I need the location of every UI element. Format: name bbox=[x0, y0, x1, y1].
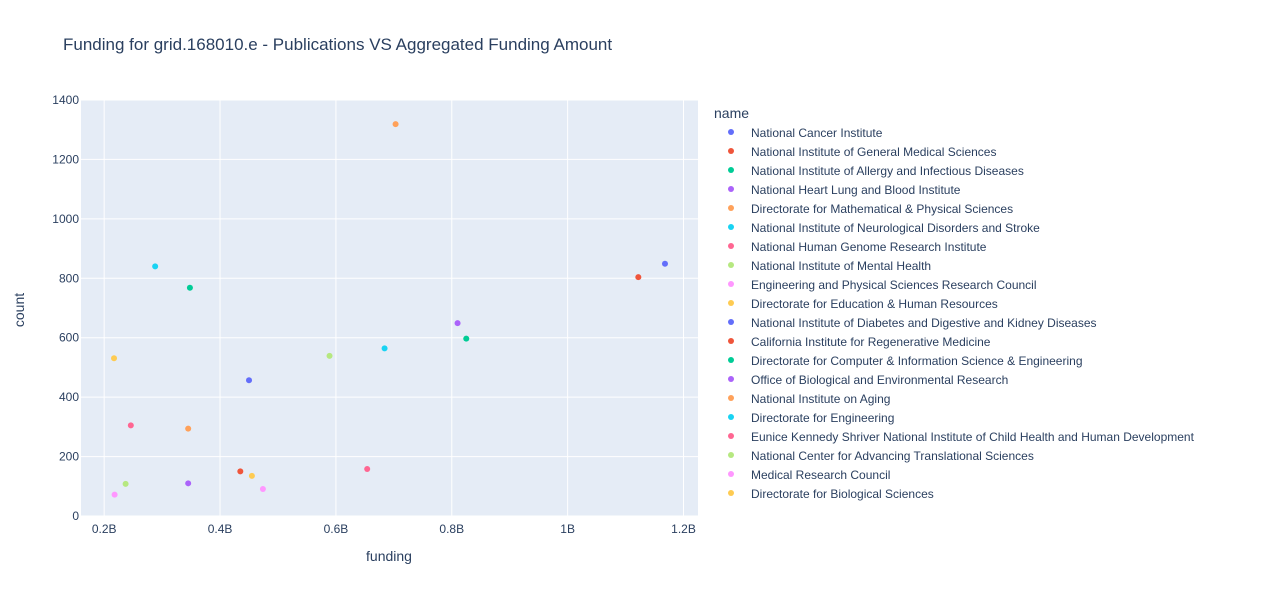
legend-marker[interactable] bbox=[728, 452, 734, 458]
data-point[interactable] bbox=[635, 274, 642, 281]
data-point[interactable] bbox=[152, 263, 159, 270]
data-point[interactable] bbox=[392, 121, 399, 128]
y-tick-label: 600 bbox=[59, 331, 79, 345]
legend-marker[interactable] bbox=[728, 281, 734, 287]
legend-label[interactable]: National Institute of Neurological Disor… bbox=[751, 221, 1040, 235]
legend-label[interactable]: National Institute of General Medical Sc… bbox=[751, 145, 996, 159]
x-tick-label: 0.2B bbox=[92, 522, 117, 536]
x-tick-label: 0.6B bbox=[324, 522, 349, 536]
data-point[interactable] bbox=[661, 260, 668, 267]
y-tick-label: 1000 bbox=[52, 212, 79, 226]
legend-label[interactable]: Office of Biological and Environmental R… bbox=[751, 373, 1008, 387]
y-tick-label: 1200 bbox=[52, 152, 79, 166]
data-point[interactable] bbox=[246, 377, 253, 384]
legend-items: National Cancer Institute National Instit… bbox=[728, 126, 1195, 501]
legend-marker[interactable] bbox=[728, 224, 734, 230]
plot-area bbox=[81, 100, 698, 516]
y-tick-label: 0 bbox=[72, 509, 79, 523]
legend-label[interactable]: National Institute of Allergy and Infect… bbox=[751, 164, 1024, 178]
legend-marker[interactable] bbox=[728, 262, 734, 268]
legend-label[interactable]: Directorate for Biological Sciences bbox=[751, 487, 934, 501]
legend-marker[interactable] bbox=[728, 186, 734, 192]
legend-marker[interactable] bbox=[728, 300, 734, 306]
legend-label[interactable]: Directorate for Mathematical & Physical … bbox=[751, 202, 1013, 216]
x-axis-label: funding bbox=[366, 548, 412, 564]
legend-marker[interactable] bbox=[728, 319, 734, 325]
x-tick-label: 0.4B bbox=[208, 522, 233, 536]
legend-marker[interactable] bbox=[728, 243, 734, 249]
data-point[interactable] bbox=[259, 485, 266, 492]
y-tick-label: 400 bbox=[59, 390, 79, 404]
y-axis-label: count bbox=[11, 293, 27, 327]
legend-label[interactable]: National Center for Advancing Translatio… bbox=[751, 449, 1034, 463]
legend-marker[interactable] bbox=[728, 490, 734, 496]
legend-label[interactable]: National Human Genome Research Institute bbox=[751, 240, 987, 254]
grid-lines bbox=[81, 99, 698, 517]
legend-label[interactable]: Directorate for Education & Human Resour… bbox=[751, 297, 998, 311]
legend-label[interactable]: National Institute of Diabetes and Diges… bbox=[751, 316, 1097, 330]
data-point[interactable] bbox=[186, 284, 193, 291]
legend-label[interactable]: Directorate for Computer & Information S… bbox=[751, 354, 1083, 368]
legend-label[interactable]: National Heart Lung and Blood Institute bbox=[751, 183, 961, 197]
legend-label[interactable]: National Cancer Institute bbox=[751, 126, 883, 140]
legend-marker[interactable] bbox=[728, 357, 734, 363]
legend-label[interactable]: National Institute of Mental Health bbox=[751, 259, 931, 273]
x-tick-label: 1.2B bbox=[671, 522, 696, 536]
y-axis-ticks: 0 200 400 600 800 1000 1200 1400 bbox=[52, 93, 79, 523]
x-tick-label: 1B bbox=[560, 522, 575, 536]
legend-marker[interactable] bbox=[728, 395, 734, 401]
legend-label[interactable]: Engineering and Physical Sciences Resear… bbox=[751, 278, 1037, 292]
legend-marker[interactable] bbox=[728, 167, 734, 173]
legend-marker[interactable] bbox=[728, 338, 734, 344]
y-tick-label: 800 bbox=[59, 271, 79, 285]
y-tick-label: 200 bbox=[59, 450, 79, 464]
data-point[interactable] bbox=[237, 468, 244, 475]
legend-title: name bbox=[714, 105, 749, 121]
data-point[interactable] bbox=[381, 345, 388, 352]
legend-label[interactable]: Directorate for Engineering bbox=[751, 411, 894, 425]
data-point[interactable] bbox=[364, 466, 371, 473]
legend-marker[interactable] bbox=[728, 471, 734, 477]
legend-marker[interactable] bbox=[728, 205, 734, 211]
x-tick-label: 0.8B bbox=[439, 522, 464, 536]
chart-title: Funding for grid.168010.e - Publications… bbox=[63, 35, 612, 54]
x-axis-ticks: 0.2B 0.4B 0.6B 0.8B 1B 1.2B bbox=[92, 522, 696, 536]
legend: name National Cancer Institute National I… bbox=[714, 105, 1195, 501]
data-point[interactable] bbox=[127, 422, 134, 429]
data-point[interactable] bbox=[463, 335, 470, 342]
data-point[interactable] bbox=[326, 352, 333, 359]
y-tick-label: 1400 bbox=[52, 93, 79, 107]
legend-label[interactable]: California Institute for Regenerative Me… bbox=[751, 335, 991, 349]
data-point[interactable] bbox=[454, 320, 461, 327]
legend-marker[interactable] bbox=[728, 433, 734, 439]
data-point[interactable] bbox=[111, 355, 118, 362]
legend-marker[interactable] bbox=[728, 414, 734, 420]
legend-label[interactable]: National Institute on Aging bbox=[751, 392, 890, 406]
data-point[interactable] bbox=[111, 491, 118, 498]
legend-label[interactable]: Eunice Kennedy Shriver National Institut… bbox=[751, 430, 1195, 444]
data-point[interactable] bbox=[185, 480, 192, 487]
data-points bbox=[111, 121, 668, 498]
data-point[interactable] bbox=[185, 425, 192, 432]
legend-label[interactable]: Medical Research Council bbox=[751, 468, 890, 482]
legend-marker[interactable] bbox=[728, 148, 734, 154]
data-point[interactable] bbox=[248, 472, 255, 479]
legend-marker[interactable] bbox=[728, 376, 734, 382]
legend-marker[interactable] bbox=[728, 129, 734, 135]
data-point[interactable] bbox=[122, 480, 129, 487]
